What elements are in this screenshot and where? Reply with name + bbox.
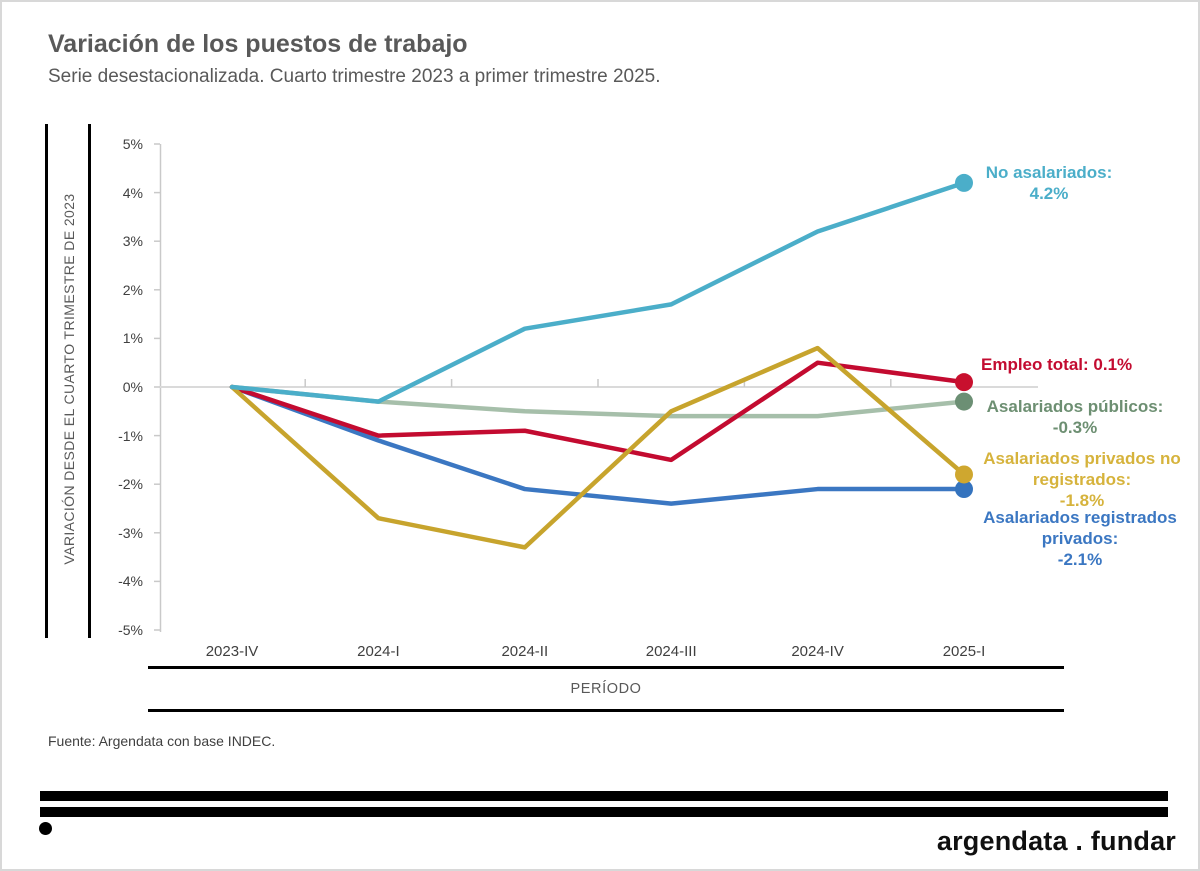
x-axis-title: PERÍODO — [570, 681, 642, 697]
annotation-asalariados-publicos: Asalariados públicos: -0.3% — [986, 397, 1164, 437]
y-tick-label: -3% — [118, 524, 143, 541]
y-tick-label: 1% — [122, 330, 143, 347]
series-end-dot-empleo_total — [955, 373, 973, 392]
y-tick-label: 5% — [122, 136, 143, 152]
series-end-dot-asalariados_registrados_privados — [955, 480, 973, 499]
series-line-empleo_total — [229, 360, 967, 463]
y-tick-label: 0% — [122, 379, 143, 395]
annotation-asalariados-registrados-privados: Asalariados registrados privados: -2.1% — [983, 508, 1177, 569]
annotation-no-asalariados: No asalariados: 4.2% — [985, 163, 1113, 203]
series-end-dot-asalariados_publicos — [955, 392, 973, 411]
series-end-dot-asalariados_privados_no_registrados — [955, 465, 973, 484]
x-tick-label: 2024-IV — [791, 643, 844, 660]
y-tick-label: 3% — [122, 233, 143, 250]
page-title: Variación de los puestos de trabajo — [48, 30, 468, 58]
y-tick-label: -5% — [118, 622, 143, 638]
source-note: Fuente: Argendata con base INDEC. — [48, 733, 276, 749]
y-tick-label: 2% — [122, 281, 143, 298]
footer-bar-top — [40, 791, 1168, 801]
y-tick-label: 4% — [122, 184, 143, 201]
x-tick-label: 2023-IV — [205, 643, 259, 660]
annotation-asalariados-privados-no-registrados: Asalariados privados no registrados: -1.… — [983, 449, 1181, 510]
footer-bar-bottom — [40, 807, 1168, 817]
series-line-asalariados_publicos — [229, 384, 967, 419]
x-tick-label: 2024-III — [645, 643, 697, 660]
brand-dot-icon — [39, 822, 52, 835]
x-axis-line-top — [148, 666, 1064, 669]
series-line-asalariados_registrados_privados — [229, 384, 967, 506]
y-tick-label: -4% — [118, 573, 143, 590]
y-tick-label: -2% — [118, 476, 143, 493]
page-subtitle: Serie desestacionalizada. Cuarto trimest… — [48, 66, 661, 87]
x-tick-label: 2024-II — [501, 643, 549, 660]
y-axis-rule-inner — [88, 124, 91, 638]
y-tick-label: -1% — [118, 427, 143, 444]
series-end-dot-no_asalariados — [955, 173, 973, 192]
x-axis-line-bottom — [148, 709, 1064, 712]
x-tick-label: 2025-I — [942, 643, 986, 660]
brand-logo: argendata . fundar — [936, 826, 1176, 856]
y-axis-rule-outer — [45, 124, 48, 638]
series-line-no_asalariados — [229, 180, 967, 404]
series-line-asalariados_privados_no_registrados — [229, 345, 967, 550]
x-tick-label: 2024-I — [357, 643, 400, 660]
annotation-empleo-total: Empleo total: 0.1% — [981, 355, 1133, 374]
